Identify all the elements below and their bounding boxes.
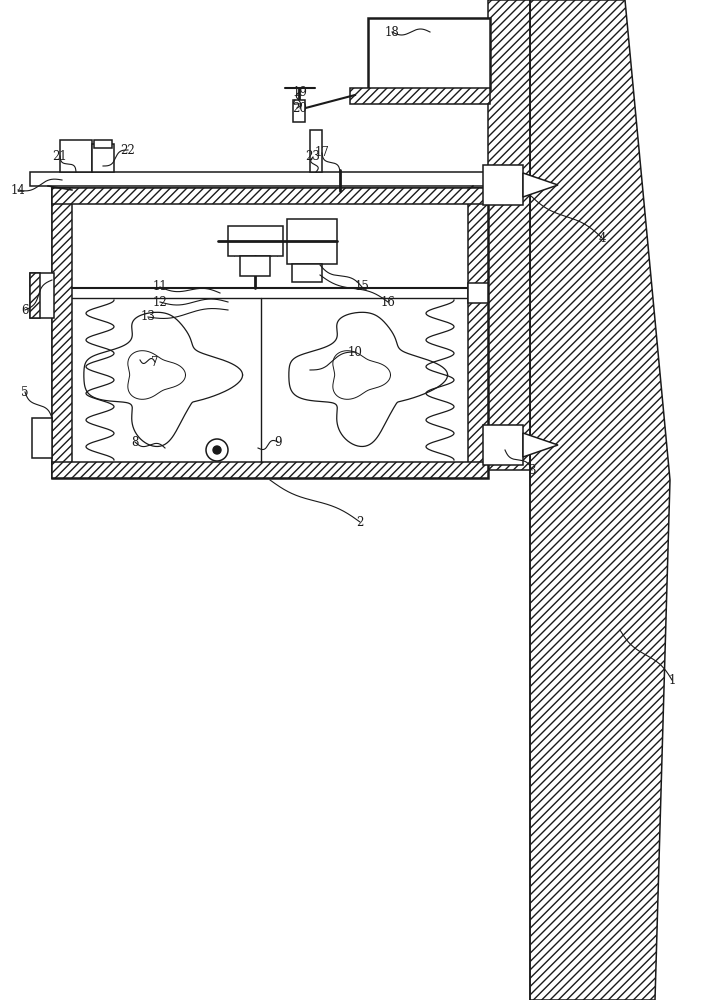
Text: 10: 10 bbox=[347, 346, 362, 359]
Text: 7: 7 bbox=[151, 356, 159, 368]
Bar bbox=[483, 165, 523, 205]
Bar bbox=[52, 188, 72, 478]
Text: 9: 9 bbox=[274, 436, 282, 448]
Bar bbox=[30, 273, 40, 318]
Bar bbox=[52, 188, 488, 204]
Text: 18: 18 bbox=[385, 25, 399, 38]
Text: 12: 12 bbox=[152, 296, 167, 308]
Bar bbox=[30, 273, 54, 318]
Text: 6: 6 bbox=[21, 304, 29, 316]
Polygon shape bbox=[530, 0, 670, 1000]
Text: 3: 3 bbox=[528, 464, 536, 477]
Text: 14: 14 bbox=[11, 184, 25, 196]
Text: 2: 2 bbox=[357, 516, 364, 528]
Bar bbox=[228, 226, 283, 256]
Bar bbox=[488, 0, 530, 470]
Text: 5: 5 bbox=[21, 385, 29, 398]
Bar bbox=[310, 130, 322, 172]
Text: 8: 8 bbox=[131, 436, 139, 448]
Polygon shape bbox=[523, 433, 558, 457]
Text: 1: 1 bbox=[668, 674, 676, 686]
Bar bbox=[483, 425, 523, 465]
Text: 21: 21 bbox=[53, 149, 67, 162]
Bar bbox=[30, 172, 488, 186]
Bar bbox=[60, 140, 92, 172]
Bar bbox=[52, 188, 488, 478]
Bar bbox=[350, 88, 490, 104]
Bar bbox=[32, 418, 52, 458]
Bar bbox=[52, 462, 488, 478]
Bar bbox=[292, 264, 322, 282]
Bar bbox=[468, 188, 488, 478]
Text: 17: 17 bbox=[314, 146, 329, 159]
Text: 20: 20 bbox=[293, 102, 307, 114]
Polygon shape bbox=[523, 173, 558, 197]
Bar bbox=[92, 144, 114, 172]
Bar bbox=[240, 256, 270, 276]
Bar bbox=[468, 283, 488, 303]
Bar bbox=[94, 140, 112, 148]
Text: 15: 15 bbox=[355, 280, 369, 294]
Text: 16: 16 bbox=[380, 296, 395, 308]
Bar bbox=[287, 219, 337, 264]
Bar bbox=[368, 18, 490, 90]
Circle shape bbox=[213, 446, 221, 454]
Text: 22: 22 bbox=[121, 143, 135, 156]
Text: 11: 11 bbox=[152, 280, 167, 294]
Text: 4: 4 bbox=[598, 232, 606, 244]
Text: 13: 13 bbox=[140, 310, 155, 324]
Text: 23: 23 bbox=[305, 150, 320, 163]
Text: 19: 19 bbox=[293, 86, 307, 99]
Bar bbox=[293, 100, 305, 122]
